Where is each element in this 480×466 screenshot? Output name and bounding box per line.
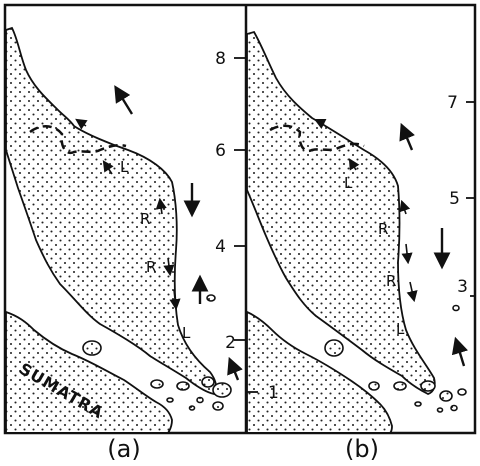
current-label-a-2: R <box>146 258 156 276</box>
border-dashed-b <box>269 124 365 153</box>
sumatra-b <box>247 311 393 432</box>
scale-tick-a-2: 4 <box>215 237 226 257</box>
scale-tick-a-0: 8 <box>215 49 226 69</box>
wind-arrows-b <box>399 122 468 367</box>
scale-tick-b-3: 1 <box>268 383 279 403</box>
panel-a: 8 6 4 2 L R R L SUMATRA <box>6 26 246 432</box>
sumatra-a <box>6 311 173 432</box>
scale-tick-b-0: 7 <box>447 93 458 113</box>
scale-tick-a-3: 2 <box>225 333 236 353</box>
peninsula-a <box>6 26 217 396</box>
islands-b <box>324 304 467 413</box>
current-label-b-0: L <box>344 174 353 192</box>
panel-b: 7 5 3 1 L R R L <box>247 30 475 432</box>
current-label-a-1: R <box>140 210 150 228</box>
figure-frame <box>3 3 477 435</box>
scale-tick-b-1: 5 <box>449 189 460 209</box>
panel-caption-a: (a) <box>107 435 140 463</box>
scale-a <box>234 57 246 341</box>
wind-arrows-a <box>114 85 243 381</box>
scale-tick-b-2: 3 <box>457 277 468 297</box>
current-label-b-2: R <box>386 272 396 290</box>
current-arrows-b <box>313 118 418 303</box>
border-dashed-a <box>29 125 127 155</box>
current-label-b-3: L <box>396 320 405 338</box>
current-label-a-0: L <box>120 158 129 176</box>
islands-a <box>82 294 232 411</box>
panel-caption-b: (b) <box>345 435 379 463</box>
current-arrows-a <box>75 118 181 311</box>
current-label-b-1: R <box>378 220 388 238</box>
scale-tick-a-1: 6 <box>215 141 226 161</box>
current-label-a-3: L <box>182 324 191 342</box>
scale-b <box>247 101 475 393</box>
